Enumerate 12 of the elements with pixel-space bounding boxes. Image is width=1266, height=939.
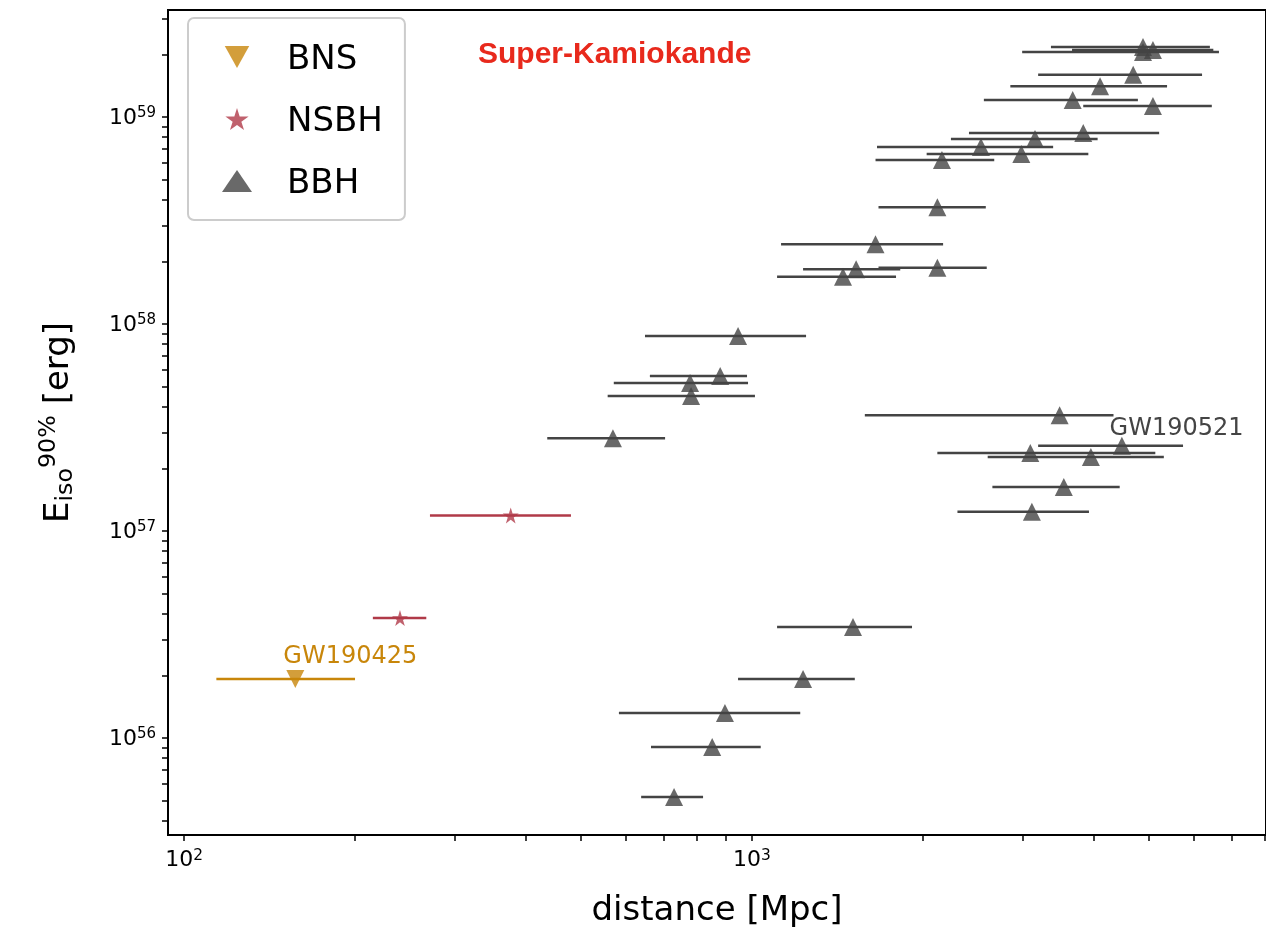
annotation: GW190521 bbox=[1109, 413, 1244, 442]
y-axis-title: Eiso90% [erg] bbox=[33, 321, 78, 524]
legend-label: NSBH bbox=[287, 99, 383, 139]
y-tick-label: 10$^{58}$ bbox=[108, 310, 156, 339]
y-tick-label: 10$^{56}$ bbox=[108, 724, 156, 752]
y-tick-label: 10$^{59}$ bbox=[108, 103, 156, 132]
text: Super-Kamiokande bbox=[478, 35, 752, 69]
legend-label: BNS bbox=[287, 37, 358, 77]
x-axis-title: distance [Mpc] bbox=[591, 888, 843, 928]
legend-label: BBH bbox=[287, 161, 360, 201]
y-tick-label: 10$^{57}$ bbox=[108, 517, 156, 546]
annotation: GW190425 bbox=[283, 640, 418, 669]
